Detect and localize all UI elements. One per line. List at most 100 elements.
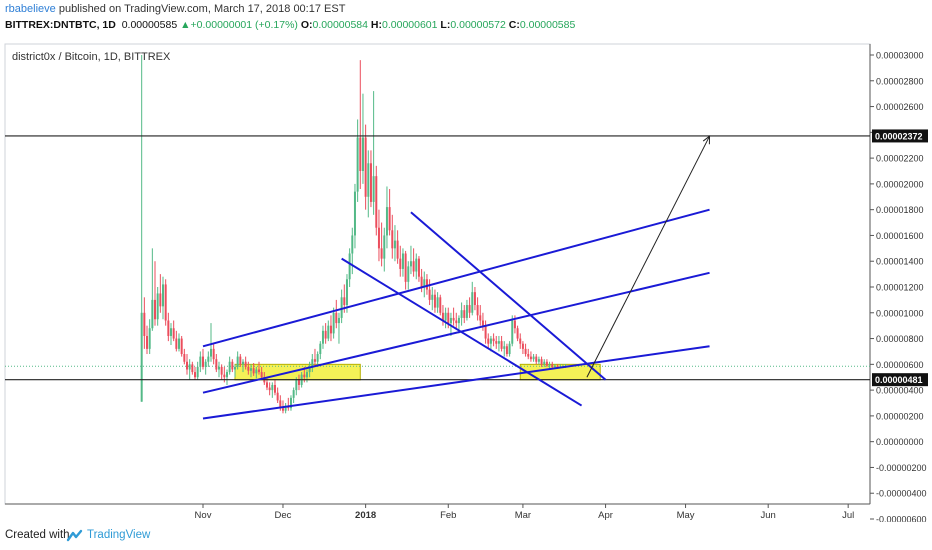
candle-body [439,297,442,313]
symbol-label: BITTREX:DNTBTC, 1D [5,19,116,31]
y-tick-label: -0.00000200 [876,463,927,473]
plot-area [4,43,871,505]
candle-body [268,387,271,391]
candle-body [356,137,359,192]
price-change: +0.00000001 (+0.17%) [190,19,298,31]
y-tick-label: 0.00002200 [876,154,924,164]
candle-body [159,293,162,307]
candle-body [433,294,436,308]
candle-body [276,392,279,401]
candle-body [415,258,418,272]
y-tick-label: -0.00000600 [876,515,927,523]
candle-body [391,230,394,249]
candle-body [343,297,346,306]
candle-body [484,325,487,339]
projection-arrow-line [586,135,710,378]
candle-body [244,361,247,367]
candle-body [351,235,354,254]
candle-body [162,284,165,307]
candle-body [447,312,450,324]
chart-title: district0x / Bitcoin, 1D, BITTREX [12,51,171,63]
trendline [202,271,710,394]
high-value: 0.00000601 [382,19,438,31]
y-tick-label: 0.00000400 [876,386,924,396]
candle-body [516,328,519,339]
candle-body [340,297,343,318]
candle-body [241,361,244,365]
candle-body [295,379,298,391]
candle-body [308,366,311,373]
candle-body [444,312,447,321]
candle-body [178,338,181,349]
candle-body [404,253,407,282]
candle-body [151,299,154,329]
candle-body [471,292,474,313]
candle-body [292,390,295,398]
candle-body [428,289,431,300]
candle-body [385,207,388,236]
candle-body [521,343,524,349]
x-tick-label: Jul [842,510,854,521]
candle-body [540,359,543,365]
candle-body [508,343,511,355]
candle-body [388,207,391,231]
candle-body [409,261,412,267]
candle-body [425,279,428,290]
x-tick-label: 2018 [355,510,376,521]
candle-body [495,341,498,344]
candle-body [359,137,362,171]
candle-body [556,365,559,367]
candle-body [217,366,220,370]
candle-body [553,365,556,367]
created-with-text: Created with [5,529,70,541]
candle-body [407,266,410,282]
candle-body [196,366,199,378]
candle-body [441,312,444,321]
candle-body [527,354,530,357]
candle-body [140,312,143,402]
y-tick-label: 0.00001800 [876,205,924,215]
candle-body [209,348,212,357]
y-tick-label: 0.00002000 [876,179,924,189]
low-label: L: [440,19,451,31]
candle-body [260,372,263,378]
y-tick-label: 0.00001600 [876,231,924,241]
x-tick-label: May [677,510,695,521]
candle-body [369,163,372,202]
candle-body [303,374,306,378]
candle-body [545,361,548,366]
candle-body [455,320,458,324]
tradingview-brand-link[interactable]: TradingView [87,529,151,541]
candle-body [271,384,274,391]
candle-body [223,374,226,378]
price-label-text: 0.00002372 [875,131,923,141]
y-tick-label: 0.00000800 [876,334,924,344]
y-tick-label: 0.00001200 [876,283,924,293]
high-label: H: [370,19,383,31]
candle-body [364,137,367,197]
candle-body [321,330,324,344]
candle-body [380,248,383,259]
candle-body [156,293,159,320]
candle-body [170,328,173,336]
candle-body [431,294,434,300]
candle-body [481,320,484,326]
y-tick-label: 0.00002600 [876,102,924,112]
x-tick-label: Dec [275,510,292,521]
y-tick-label: 0.00000000 [876,437,924,447]
candle-body [505,346,508,355]
author-link[interactable]: rbabelieve [5,3,56,15]
candle-body [519,338,522,344]
candle-body [154,299,157,320]
ohlc-bar: BITTREX:DNTBTC, 1D 0.00000585 ▲+0.000000… [5,19,575,31]
candle-body [396,240,399,259]
candle-body [524,348,527,355]
price-chart[interactable]: district0x / Bitcoin, 1D, BITTREX 0.00003… [0,40,932,522]
y-tick-label: 0.00001400 [876,257,924,267]
candle-body [188,364,191,370]
candle-body [143,312,146,336]
candle-body [420,276,423,287]
candle-body [284,405,287,411]
x-tick-label: Nov [195,510,212,521]
candle-body [532,356,535,360]
